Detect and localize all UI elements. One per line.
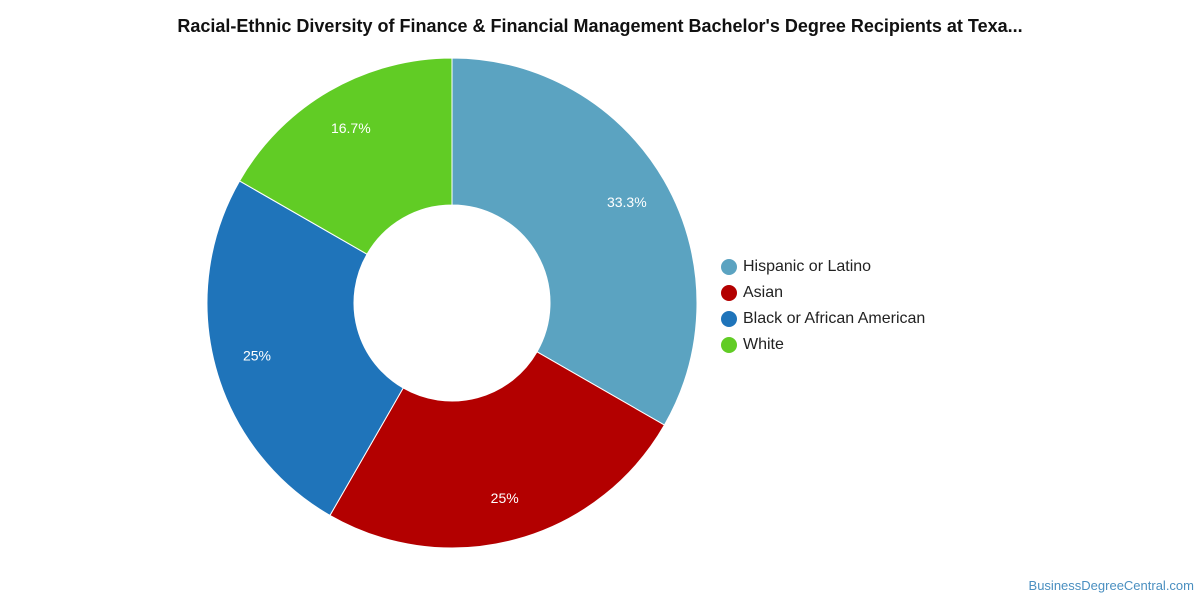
slice-label-asian: 25% [491,490,519,506]
slices-group [206,57,698,549]
slice-label-white: 16.7% [331,120,371,136]
legend-swatch [721,285,737,301]
legend-label: Asian [743,284,784,301]
slice-labels-group: 33.3% 25% 25% 16.7% [243,120,647,506]
legend-item-hispanic-or-latino[interactable]: Hispanic or Latino [721,254,925,280]
legend-item-black-or-african-american[interactable]: Black or African American [721,306,925,332]
chart-title: Racial-Ethnic Diversity of Finance & Fin… [177,16,1023,36]
legend-item-white[interactable]: White [721,332,925,358]
slice-hispanic-or-latino[interactable] [451,57,698,426]
slice-white[interactable] [238,57,453,255]
slice-black-or-african-american[interactable] [206,180,404,517]
slice-asian[interactable] [329,351,666,549]
slice-label-black-or-african-american: 25% [243,348,271,364]
legend-item-asian[interactable]: Asian [721,280,925,306]
slice-label-hispanic-or-latino: 33.3% [607,194,647,210]
legend-swatch [721,259,737,275]
legend-label: White [743,336,784,353]
legend-swatch [721,311,737,327]
source-link[interactable]: BusinessDegreeCentral.com [1028,578,1194,593]
legend-label: Hispanic or Latino [743,258,872,275]
legend: Hispanic or Latino Asian Black or African … [721,254,925,358]
legend-swatch [721,337,737,353]
legend-label: Black or African American [743,310,926,327]
